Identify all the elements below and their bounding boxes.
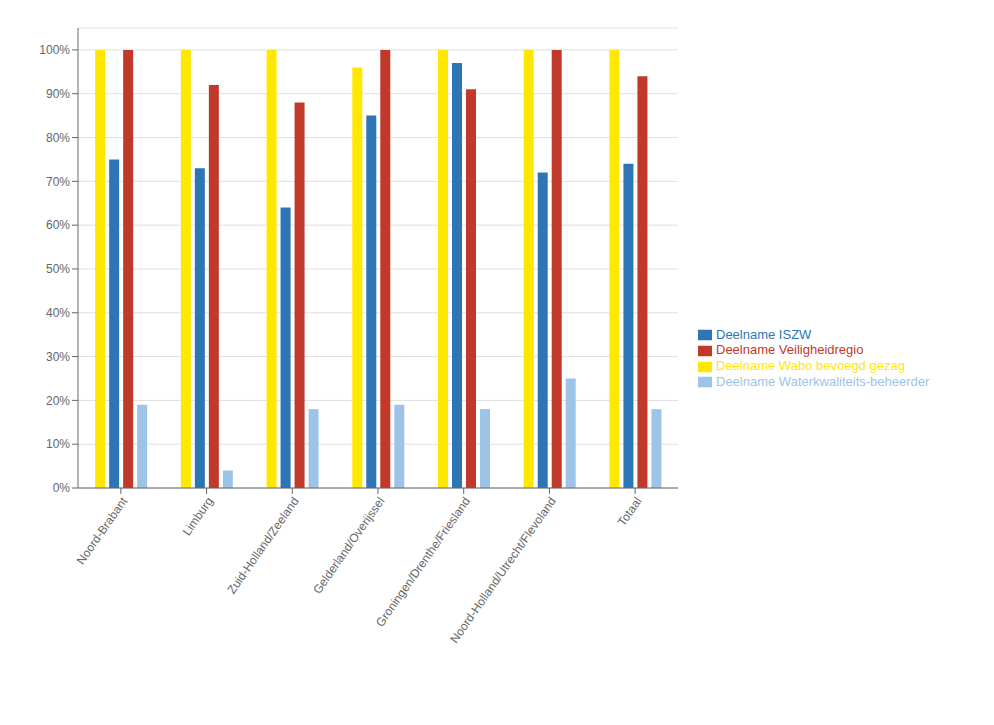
svg-text:40%: 40% xyxy=(46,306,70,320)
html-text:Deelname Veiligheidregio: Deelname Veiligheidregio xyxy=(716,342,864,358)
svg-text:90%: 90% xyxy=(46,87,70,101)
html-text:Deelname ISZW: Deelname ISZW xyxy=(716,326,812,342)
html-text:Deelname Waterkwaliteits-behee: Deelname Waterkwaliteits-beheerder xyxy=(716,373,930,389)
svg-text:Groningen/Drenthe/Friesland: Groningen/Drenthe/Friesland xyxy=(373,495,473,630)
svg-text:30%: 30% xyxy=(46,350,70,364)
svg-text:10%: 10% xyxy=(46,437,70,451)
svg-text:Gelderland/Overijssel: Gelderland/Overijssel xyxy=(310,495,387,597)
svg-text:Noord-Holland/Utrecht/Flevolan: Noord-Holland/Utrecht/Flevoland xyxy=(447,495,559,646)
svg-text:20%: 20% xyxy=(46,394,70,408)
svg-text:Zuid-Holland/Zeeland: Zuid-Holland/Zeeland xyxy=(224,495,301,597)
svg-text:Totaal: Totaal xyxy=(615,495,645,529)
svg-text:60%: 60% xyxy=(46,218,70,232)
svg-text:70%: 70% xyxy=(46,175,70,189)
svg-text:0%: 0% xyxy=(53,481,71,495)
svg-text:100%: 100% xyxy=(39,43,70,57)
svg-text:Limburg: Limburg xyxy=(180,495,216,539)
html-text:Deelname Wabo bevoegd gezag: Deelname Wabo bevoegd gezag xyxy=(716,358,905,373)
svg-text:50%: 50% xyxy=(46,262,70,276)
svg-text:80%: 80% xyxy=(46,131,70,145)
svg-text:Noord-Brabant: Noord-Brabant xyxy=(74,494,131,567)
